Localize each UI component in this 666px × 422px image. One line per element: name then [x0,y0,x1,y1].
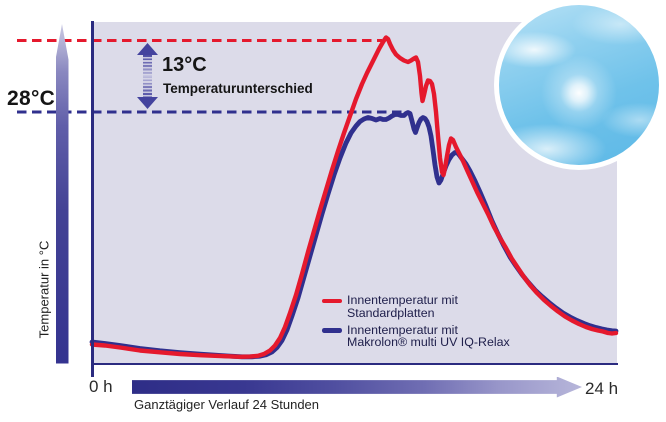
legend-text: Innentemperatur mit Standardplatten [347,294,458,320]
arrow-down-icon [137,97,158,109]
legend-line: Standardplatten [347,305,435,320]
label-temperature-difference: Temperaturunterschied [163,81,313,96]
legend-item-standardplatten: Innentemperatur mit Standardplatten [322,294,510,320]
legend-line: Makrolon® multi UV IQ-Relax [347,335,510,350]
legend-text: Innentemperatur mit Makrolon® multi UV I… [347,323,510,350]
arrow-up-icon [137,43,158,55]
legend-swatch-blue [322,328,342,333]
label-13c: 13°C [162,54,207,76]
x-axis-line [91,362,618,366]
temperature-difference-arrows [137,43,158,109]
legend-swatch-red [322,298,342,304]
y-axis-gradient-arrow-icon [55,24,69,364]
y-axis-label: Temperatur in °C [36,240,52,339]
arrow-down-shaft [143,75,152,98]
label-28c: 28°C [7,87,56,110]
x-axis-start-label: 0 h [89,377,113,396]
x-axis-caption: Ganztägiger Verlauf 24 Stunden [134,397,320,412]
legend: Innentemperatur mit Standardplatten Inne… [322,294,510,353]
x-axis-gradient-arrow-icon [132,376,582,398]
legend-item-makrolon: Innentemperatur mit Makrolon® multi UV I… [322,323,510,350]
arrow-up-shaft [143,54,152,77]
y-axis-line [91,21,94,377]
sun-sky-photo [494,0,664,170]
x-axis-end-label: 24 h [585,379,619,398]
legend-line: Innentemperatur mit [347,293,458,307]
